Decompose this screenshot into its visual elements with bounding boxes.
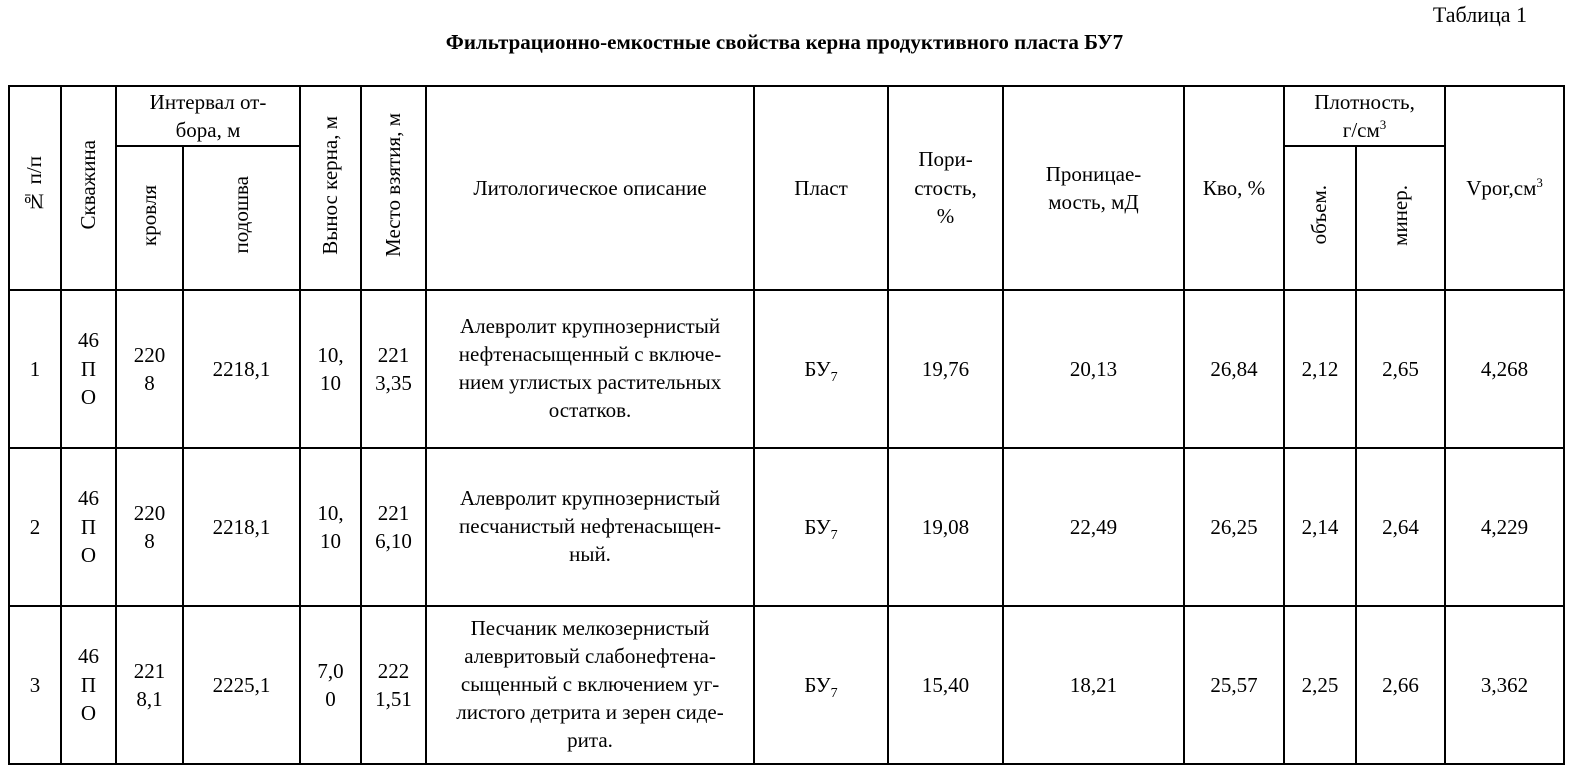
kvo-cell: 26,84 — [1183, 289, 1286, 449]
col-porosity-header: Пори-стость,% — [887, 85, 1005, 291]
permeability-cell: 18,21 — [1002, 605, 1186, 765]
porosity-cell: 19,76 — [887, 289, 1005, 449]
bottom-cell: 2225,1 — [181, 605, 302, 765]
row-num: 1 — [8, 289, 62, 449]
header-row-2: кровля подошва объем. минер. — [9, 145, 1564, 291]
mineral-density-cell: 2,66 — [1355, 605, 1447, 765]
lithology-cell: Алевролит крупнозернистый нефтенасыщенный… — [425, 289, 756, 449]
vpor-cell: 3,362 — [1444, 605, 1566, 765]
col-location-header: Место взятия, м — [360, 85, 428, 291]
col-recovery-header: Вынос керна, м — [299, 85, 363, 291]
col-lithology-header: Литологическое описание — [425, 85, 756, 291]
table-row: 2 46 П О 220 8 2218,1 10, 10 221 6,10 Алеврол… — [8, 447, 1566, 607]
row-num: 3 — [8, 605, 62, 765]
bottom-cell: 2218,1 — [181, 447, 302, 607]
permeability-cell: 20,13 — [1002, 289, 1186, 449]
bulk-density-cell: 2,14 — [1283, 447, 1358, 607]
table-row: 3 46 П О 221 8,1 2225,1 7,0 0 222 1,51 Песчан… — [8, 605, 1566, 765]
col-density-header: Плотность, г/см3 — [1283, 85, 1447, 147]
col-kvo-header: Кво, % — [1183, 85, 1286, 291]
vpor-cell: 4,268 — [1444, 289, 1566, 449]
kvo-cell: 26,25 — [1183, 447, 1286, 607]
bulk-density-cell: 2,12 — [1283, 289, 1358, 449]
well-cell: 46 П О — [60, 289, 117, 449]
lithology-cell: Песчаник мелкозернистый алевритовый слабо… — [425, 605, 756, 765]
col-interval-header: Интервал от-бора, м — [114, 85, 302, 147]
kvo-cell: 25,57 — [1183, 605, 1286, 765]
bottom-cell: 2218,1 — [181, 289, 302, 449]
mineral-density-cell: 2,65 — [1355, 289, 1447, 449]
recovery-cell: 7,0 0 — [299, 605, 363, 765]
mineral-density-cell: 2,64 — [1355, 447, 1447, 607]
permeability-cell: 22,49 — [1002, 447, 1186, 607]
col-top-header: кровля — [115, 145, 184, 291]
well-cell: 46 П О — [60, 605, 117, 765]
lithology-cell: Алевролит крупнозернистый песчанистый неф… — [425, 447, 756, 607]
porosity-cell: 15,40 — [887, 605, 1005, 765]
formation-cell: БУ7 — [753, 447, 890, 607]
col-well-header: Скважина — [60, 85, 117, 291]
location-cell: 222 1,51 — [360, 605, 428, 765]
col-mineral-header: минер. — [1355, 145, 1447, 291]
recovery-cell: 10, 10 — [299, 447, 363, 607]
formation-cell: БУ7 — [753, 289, 890, 449]
top-cell: 221 8,1 — [115, 605, 184, 765]
top-cell: 220 8 — [115, 289, 184, 449]
col-formation-header: Пласт — [753, 85, 890, 291]
porosity-cell: 19,08 — [887, 447, 1005, 607]
recovery-cell: 10, 10 — [299, 289, 363, 449]
table-title: Фильтрационно-емкостные свойства керна п… — [445, 30, 1124, 54]
col-num-header: № п/п — [8, 85, 62, 291]
row-num: 2 — [8, 447, 62, 607]
location-cell: 221 3,35 — [360, 289, 428, 449]
col-bottom-header: подошва — [181, 145, 302, 291]
vpor-cell: 4,229 — [1444, 447, 1566, 607]
formation-cell: БУ7 — [753, 605, 890, 765]
header-row-1: № п/п Скважина Интервал от-бора, м Вынос… — [8, 85, 1566, 291]
table-row: 1 46 П О 220 8 2218,1 10, 10 221 3,35 Алеврол… — [8, 289, 1566, 449]
col-bulk-header: объем. — [1283, 145, 1358, 291]
top-cell: 220 8 — [115, 447, 184, 607]
table-number: Таблица 1 — [1432, 2, 1527, 27]
col-permeability-header: Проницае-мость, мД — [1002, 85, 1186, 291]
well-cell: 46 П О — [60, 447, 117, 607]
location-cell: 221 6,10 — [360, 447, 428, 607]
core-properties-table: № п/п Скважина Интервал от-бора, м Вынос… — [8, 85, 1566, 765]
col-vpor-header: Vpor,см3 — [1444, 85, 1566, 291]
bulk-density-cell: 2,25 — [1283, 605, 1358, 765]
